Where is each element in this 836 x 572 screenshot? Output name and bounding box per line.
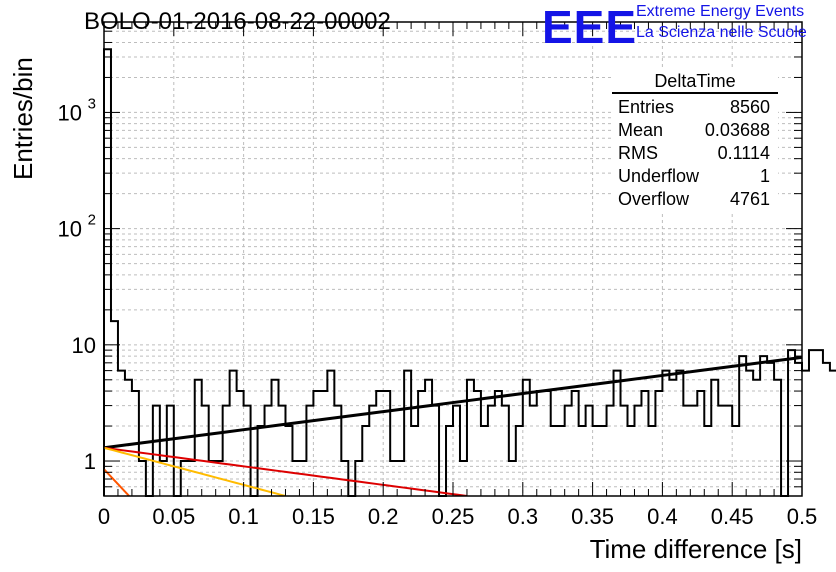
x-tick-label: 0.45	[711, 504, 754, 529]
x-tick-label: 0.1	[228, 504, 259, 529]
stats-label: Overflow	[618, 189, 690, 209]
y-axis-label: Entries/bin	[8, 57, 38, 180]
logo-line-2: La Scienza nelle Scuole	[636, 24, 807, 41]
x-tick-label: 0.5	[787, 504, 818, 529]
stats-label: Underflow	[618, 166, 700, 186]
stats-row-underflow: Underflow 1	[612, 165, 778, 188]
x-tick-label: 0	[98, 504, 110, 529]
stats-row-rms: RMS 0.1114	[612, 142, 778, 165]
stats-title: DeltaTime	[612, 70, 778, 94]
stats-value: 0.03688	[704, 120, 770, 140]
x-tick-label: 0.25	[432, 504, 475, 529]
stats-value: 8560	[729, 97, 770, 117]
stats-row-entries: Entries 8560	[612, 96, 778, 119]
x-tick-label: 0.2	[368, 504, 399, 529]
stats-label: RMS	[618, 143, 658, 163]
x-axis-label: Time difference [s]	[589, 534, 802, 564]
y-tick-label: 10	[58, 217, 82, 242]
stats-box: DeltaTime Entries 8560 Mean 0.03688 RMS …	[612, 70, 778, 211]
x-tick-label: 0.15	[292, 504, 335, 529]
fit-line	[104, 355, 802, 450]
stats-label: Mean	[618, 120, 664, 140]
y-tick-label: 10	[72, 333, 96, 358]
y-tick-label: 10	[58, 100, 82, 125]
stats-value: 1	[759, 166, 770, 186]
stats-value: 0.1114	[717, 143, 770, 163]
fit-line	[104, 468, 130, 496]
fit-line	[104, 446, 468, 496]
fit-line	[104, 446, 286, 496]
x-tick-label: 0.3	[508, 504, 539, 529]
stats-label: Entries	[618, 97, 675, 117]
logo-line-1: Extreme Energy Events	[636, 3, 805, 20]
stats-row-overflow: Overflow 4761	[612, 188, 778, 211]
y-tick-label: 1	[84, 449, 96, 474]
y-tick-exponent: 2	[88, 212, 96, 229]
y-tick-exponent: 3	[88, 95, 96, 112]
x-tick-label: 0.35	[571, 504, 614, 529]
x-tick-label: 0.4	[647, 504, 678, 529]
eee-logo-mark: EEE	[542, 1, 638, 53]
chart-title: BOLO-01-2016-08-22-00002	[84, 8, 391, 35]
stats-value: 4761	[729, 189, 770, 209]
stats-row-mean: Mean 0.03688	[612, 119, 778, 142]
x-tick-label: 0.05	[152, 504, 195, 529]
